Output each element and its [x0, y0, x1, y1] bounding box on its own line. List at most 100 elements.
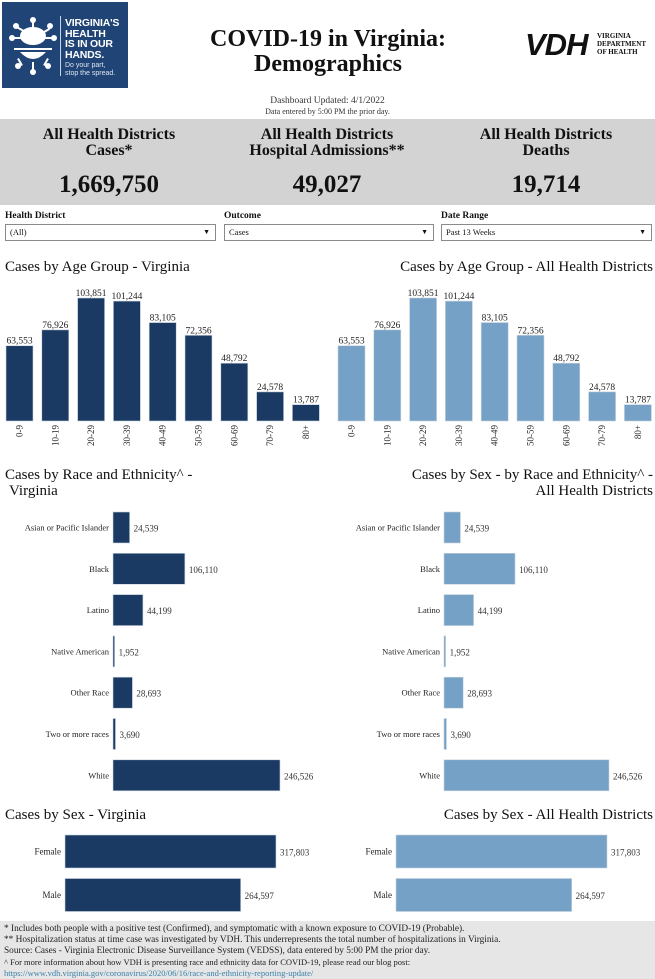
- category-label: Native American: [51, 646, 110, 656]
- bar-40-49[interactable]: [148, 322, 177, 422]
- bar-value-label: 24,539: [464, 524, 489, 534]
- logo-divider: [60, 16, 61, 76]
- bar-80+[interactable]: [624, 404, 652, 422]
- bar-10-19[interactable]: [373, 329, 402, 422]
- bar-value-label: 83,105: [150, 314, 176, 324]
- bar-white[interactable]: [443, 759, 610, 792]
- kpi-cases: All Health Districts Cases* 1,669,750: [0, 127, 218, 199]
- bar-20-29[interactable]: [77, 297, 105, 422]
- bar-male[interactable]: [64, 878, 241, 912]
- footer-notes: * Includes both people with a positive t…: [0, 921, 655, 979]
- bar-30-39[interactable]: [113, 300, 141, 422]
- bar-two-or-more-races[interactable]: [112, 718, 116, 750]
- x-tick-label: 50-59: [194, 425, 204, 446]
- sex-district-title: Cases by Sex - All Health Districts: [443, 807, 653, 823]
- bar-asian-or-pacific-islander[interactable]: [443, 511, 461, 544]
- bar-80+[interactable]: [292, 404, 320, 422]
- dropdown-arrow-icon[interactable]: ▼: [639, 228, 646, 236]
- health-district-select[interactable]: (All) ▼: [5, 224, 216, 241]
- x-tick-label: 40-49: [490, 425, 500, 446]
- bar-30-39[interactable]: [445, 300, 473, 422]
- page-title: COVID-19 in Virginia: Demographics: [160, 27, 496, 77]
- bar-0-9[interactable]: [5, 345, 34, 422]
- footnote-source: Source: Cases - Virginia Electronic Dise…: [4, 946, 431, 956]
- bar-two-or-more-races[interactable]: [443, 718, 447, 750]
- bar-black[interactable]: [112, 552, 186, 585]
- kpi-label: Deaths: [522, 142, 570, 159]
- bar-native-american[interactable]: [112, 635, 115, 668]
- race-va-title-line1: Cases by Race and Ethnicity^ -: [5, 467, 193, 483]
- x-tick-label: 0-9: [347, 425, 357, 437]
- category-label: Native American: [382, 646, 441, 656]
- logo-tagline: Do your part, stop the spread.: [65, 62, 115, 77]
- x-tick-label: 10-19: [382, 425, 392, 446]
- bar-male[interactable]: [395, 878, 572, 912]
- bar-value-label: 3,690: [450, 730, 471, 740]
- logo-line: HANDS.: [65, 48, 105, 61]
- bar-female[interactable]: [395, 834, 608, 869]
- bar-latino[interactable]: [443, 594, 474, 626]
- bar-50-59[interactable]: [516, 335, 545, 422]
- dropdown-arrow-icon[interactable]: ▼: [203, 228, 210, 236]
- age-va-chart: 63,553 0-9 76,926 10-19 103,851 20-29 101,244 3…: [5, 289, 320, 446]
- vdh-wordmark-line: DEPARTMENT: [597, 40, 647, 48]
- bar-value-label: 13,787: [625, 396, 651, 406]
- logo-line: VIRGINIA'S: [65, 17, 120, 29]
- virginias-health-logo: VIRGINIA'S HEALTH IS IN OUR HANDS. Do yo…: [2, 2, 128, 88]
- dropdown-arrow-icon[interactable]: ▼: [421, 228, 428, 236]
- outcome-select[interactable]: Cases ▼: [224, 224, 434, 241]
- bar-value-label: 101,244: [443, 292, 474, 302]
- outcome-filter: Outcome Cases ▼: [224, 210, 434, 241]
- bar-value-label: 264,597: [576, 891, 606, 901]
- bar-white[interactable]: [112, 759, 281, 792]
- bar-other-race[interactable]: [443, 676, 464, 709]
- bar-asian-or-pacific-islander[interactable]: [112, 511, 130, 544]
- bar-black[interactable]: [443, 552, 516, 585]
- bar-value-label: 103,851: [408, 289, 439, 299]
- bar-value-label: 83,105: [482, 314, 508, 324]
- filter-label: Health District: [5, 211, 66, 221]
- bar-latino[interactable]: [112, 594, 144, 626]
- bar-70-79[interactable]: [588, 391, 616, 422]
- bar-native-american[interactable]: [443, 635, 446, 668]
- bar-60-69[interactable]: [220, 362, 249, 422]
- date-range-select[interactable]: Past 13 Weeks ▼: [441, 224, 652, 241]
- sex-va-title: Cases by Sex - Virginia: [5, 807, 147, 823]
- bar-20-29[interactable]: [409, 297, 437, 422]
- bar-other-race[interactable]: [112, 676, 133, 709]
- select-value: Past 13 Weeks: [446, 227, 496, 237]
- vdh-mark: VDH: [525, 27, 588, 62]
- filter-label: Date Range: [441, 211, 489, 221]
- race-district-title: Cases by Sex - by Race and Ethnicity^ - …: [412, 467, 653, 499]
- bar-value-label: 48,792: [553, 354, 579, 364]
- bar-40-49[interactable]: [480, 322, 509, 422]
- bar-female[interactable]: [64, 834, 277, 869]
- bar-value-label: 106,110: [189, 565, 218, 575]
- race-district-chart: Asian or Pacific Islander 24,539 Black 106,…: [356, 511, 643, 792]
- x-tick-label: 50-59: [526, 425, 536, 446]
- select-value: (All): [10, 227, 27, 237]
- footnote-hospitalization: ** Hospitalization status at time case w…: [4, 935, 501, 945]
- age-district-title: Cases by Age Group - All Health District…: [400, 259, 653, 275]
- bar-0-9[interactable]: [337, 345, 366, 422]
- blog-post-link[interactable]: https://www.vdh.virginia.gov/coronavirus…: [4, 968, 314, 978]
- update-info: Dashboard Updated: 4/1/2022 Data entered…: [0, 96, 655, 116]
- bar-10-19[interactable]: [41, 329, 70, 422]
- bar-value-label: 264,597: [245, 891, 275, 901]
- category-label: Latino: [418, 605, 440, 615]
- footnote-cases: * Includes both people with a positive t…: [4, 924, 465, 934]
- bar-value-label: 103,851: [76, 289, 107, 299]
- select-value: Cases: [229, 227, 249, 237]
- category-label: Two or more races: [377, 729, 440, 739]
- bar-value-label: 317,803: [611, 848, 641, 858]
- x-tick-label: 60-69: [229, 425, 239, 446]
- bar-value-label: 24,578: [257, 383, 283, 393]
- bar-value-label: 317,803: [280, 848, 310, 858]
- bar-70-79[interactable]: [256, 391, 284, 422]
- bar-value-label: 44,199: [147, 606, 172, 616]
- bar-50-59[interactable]: [184, 335, 213, 422]
- category-label: Black: [89, 564, 110, 574]
- bar-value-label: 246,526: [284, 771, 314, 781]
- vdh-wordmark: VIRGINIA DEPARTMENT OF HEALTH: [597, 32, 646, 56]
- bar-60-69[interactable]: [552, 362, 581, 422]
